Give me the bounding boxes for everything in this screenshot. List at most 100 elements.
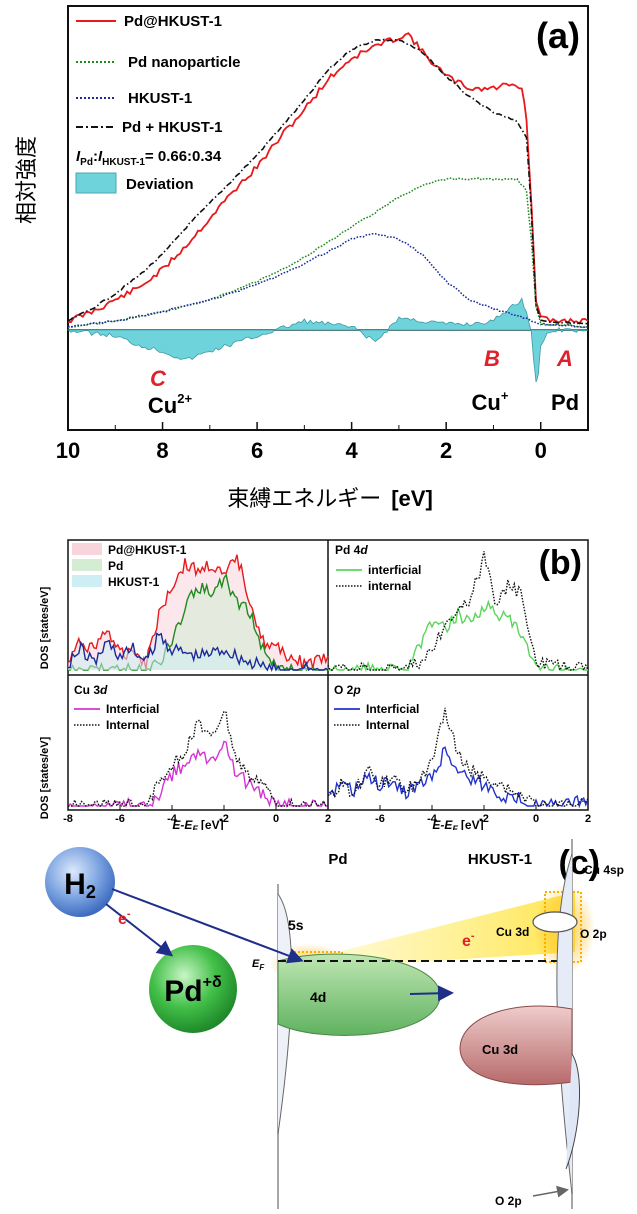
dos-cu3d-interficial bbox=[67, 740, 328, 809]
cu3d-bottom-label: Cu 3d bbox=[482, 1042, 518, 1057]
sub2-title: Pd 4d bbox=[335, 543, 368, 557]
b-xtick-label: -4 bbox=[167, 813, 178, 825]
b-xtick-label: 0 bbox=[533, 813, 539, 825]
panel-a-ylabel: 相対強度 bbox=[15, 136, 40, 224]
panel-b-xticks: -8 -6 -4 -2 0 2 -6 -4 -2 0 2 bbox=[63, 805, 591, 825]
panel-a: 相対強度 10 8 6 4 2 0 (a) Pd@HKUST-1 Pd nanoparti… bbox=[15, 5, 589, 512]
pd-4d-label: 4d bbox=[310, 989, 326, 1005]
dos-pd4d-interficial bbox=[327, 599, 588, 673]
legend-sum: Pd + HKUST-1 bbox=[122, 119, 222, 136]
sub2-legend-interficial: interficial bbox=[368, 563, 421, 577]
pd-5s-label: 5s bbox=[288, 917, 304, 933]
xtick-label: 8 bbox=[156, 438, 168, 463]
legend-hkust: HKUST-1 bbox=[128, 90, 192, 107]
sub2-legend-internal: internal bbox=[368, 579, 411, 593]
arrow-pd-to-cu bbox=[409, 985, 454, 1002]
panel-b-ylabel-bottom: DOS [states/eV] bbox=[39, 736, 51, 819]
b-xtick-label: -6 bbox=[375, 813, 385, 825]
panel-a-legend: Pd@HKUST-1 Pd nanoparticle HKUST-1 Pd + … bbox=[75, 13, 241, 194]
electron-beam bbox=[290, 892, 575, 970]
panel-a-annotations: C Cu2+ B Cu+ A Pd bbox=[148, 346, 579, 418]
sub1-swatch-pd-hkust bbox=[72, 543, 102, 555]
xtick-label: 6 bbox=[251, 438, 263, 463]
panel-b: DOS [states/eV] DOS [states/eV] -8 -6 -4 -2… bbox=[39, 539, 591, 830]
panel-a-label: (a) bbox=[536, 15, 580, 56]
panel-c: (c) Pd 5s 4d EF HKUST-1 Cu 4sp Cu 3d O 2… bbox=[45, 839, 624, 1209]
dos-pd4d-internal bbox=[327, 551, 589, 672]
sub3-legend: Cu 3d Interficial Internal bbox=[74, 683, 159, 732]
cu3d-upper-band bbox=[532, 911, 578, 933]
sub4-xlabel: E-EF [eV] bbox=[432, 818, 483, 830]
cu3d-top-label: Cu 3d bbox=[496, 925, 529, 939]
b-xtick-label: -6 bbox=[115, 813, 125, 825]
annotation-a-letter: A bbox=[556, 346, 573, 371]
cu4sp-label: Cu 4sp bbox=[584, 863, 624, 877]
sub3-title: Cu 3d bbox=[74, 683, 108, 697]
arrow-h2-to-pd bbox=[105, 903, 174, 957]
h2-molecule bbox=[45, 847, 115, 917]
b-xtick-label: -8 bbox=[63, 813, 73, 825]
sub2-legend: Pd 4d interficial internal bbox=[335, 543, 421, 593]
panel-b-label: (b) bbox=[539, 544, 582, 582]
o2p-lower-band bbox=[565, 1053, 581, 1170]
sub1-legend-pd-hkust: Pd@HKUST-1 bbox=[108, 543, 187, 557]
sub3-legend-interficial: Interficial bbox=[106, 702, 159, 716]
deviation-area bbox=[67, 297, 589, 383]
panel-b-series bbox=[67, 551, 589, 809]
series-hkust bbox=[67, 233, 589, 329]
pd-title: Pd bbox=[328, 851, 347, 868]
xtick-label: 2 bbox=[440, 438, 452, 463]
annotation-c-letter: C bbox=[150, 366, 167, 391]
sub1-swatch-pd bbox=[72, 559, 102, 571]
series-pd-hkust bbox=[67, 32, 589, 326]
annotation-c-species: Cu2+ bbox=[148, 391, 193, 418]
annotation-b-letter: B bbox=[484, 346, 500, 371]
dos-hkust-fill bbox=[68, 633, 328, 670]
o2p-pointer bbox=[532, 1185, 569, 1198]
sub1-legend-hkust: HKUST-1 bbox=[108, 575, 160, 589]
dos-hkust bbox=[67, 632, 329, 673]
dos-o2p-interficial bbox=[327, 746, 589, 809]
panel-c-label: (c) bbox=[558, 844, 600, 882]
legend-pd-hkust: Pd@HKUST-1 bbox=[124, 13, 222, 30]
panel-a-xticks: 10 8 6 4 2 0 bbox=[56, 422, 589, 463]
sub1-swatch-hkust bbox=[72, 575, 102, 587]
panel-a-series bbox=[67, 32, 589, 329]
sub4-legend: O 2p Interficial Internal bbox=[334, 683, 419, 732]
b-xtick-label: -2 bbox=[219, 813, 229, 825]
panel-a-frame bbox=[67, 5, 589, 431]
sub4-legend-internal: Internal bbox=[366, 718, 409, 732]
b-xtick-label: -2 bbox=[479, 813, 489, 825]
xtick-label: 0 bbox=[535, 438, 547, 463]
sub4-legend-interficial: Interficial bbox=[366, 702, 419, 716]
sub1-legend-pd: Pd bbox=[108, 559, 123, 573]
b-xtick-label: 2 bbox=[325, 813, 331, 825]
ef-label: EF bbox=[252, 958, 265, 972]
panel-b-ylabel-top: DOS [states/eV] bbox=[39, 586, 51, 669]
b-xtick-label: -4 bbox=[427, 813, 438, 825]
sub1-legend: Pd@HKUST-1 Pd HKUST-1 bbox=[72, 543, 187, 589]
b-xtick-label: 2 bbox=[585, 813, 591, 825]
xtick-label: 4 bbox=[346, 438, 359, 463]
pd-particle-label: Pd+δ bbox=[164, 974, 222, 1008]
cu3d-lower-band bbox=[459, 1005, 573, 1086]
sub3-xlabel: E-EF [eV] bbox=[172, 818, 223, 830]
o2p-bottom-label: O 2p bbox=[495, 1194, 522, 1208]
xtick-label: 10 bbox=[56, 438, 80, 463]
pd-particle bbox=[149, 945, 237, 1033]
deviation-fill bbox=[67, 297, 589, 383]
sub4-title: O 2p bbox=[334, 683, 361, 697]
o2p-top-label: O 2p bbox=[580, 927, 607, 941]
sub3-legend-internal: Internal bbox=[106, 718, 149, 732]
dos-o2p-internal bbox=[327, 707, 589, 808]
dos-cu3d-internal bbox=[68, 710, 328, 808]
electron-label-left: e- bbox=[118, 908, 131, 928]
h2-label: H2 bbox=[64, 868, 96, 902]
series-pd-nanoparticle bbox=[67, 177, 589, 329]
arrow-h2-to-ef bbox=[111, 888, 304, 964]
panel-a-xlabel: 束縛エネルギー [eV] bbox=[227, 486, 433, 512]
hkust-title: HKUST-1 bbox=[468, 851, 532, 868]
ratio-label: IPd:IHKUST-1= 0.66:0.34 bbox=[76, 148, 222, 168]
annotation-b-species: Cu+ bbox=[472, 388, 509, 415]
dos-pd-hkust bbox=[67, 554, 329, 670]
